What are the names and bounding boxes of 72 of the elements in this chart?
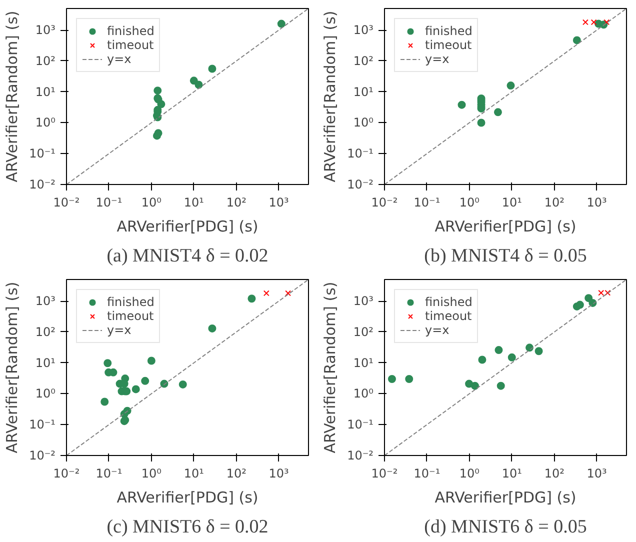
y-tick-label: 10³ [35,294,56,308]
legend-label: finished [107,295,154,309]
y-tick-label: 10⁻¹ [29,418,56,432]
y-tick-label: 10⁰ [353,386,374,401]
x-tick-label: 10⁰ [141,466,162,480]
y-tick-label: 10⁰ [35,116,56,130]
x-axis-title: ARVerifier[PDG] (s) [116,488,258,506]
y-tick-label: 10² [35,324,56,339]
y-tick-label: 10¹ [353,84,374,99]
legend-label: timeout [425,38,472,52]
legend-label: timeout [107,38,154,52]
x-tick-label: 10³ [586,196,608,210]
y-tick-label: 10³ [353,294,374,308]
x-tick-label: 10⁰ [459,196,480,210]
legend-label: y=x [107,323,132,337]
y-tick-label: 10⁻¹ [347,146,374,161]
legend-label: timeout [425,309,472,323]
x-tick-label: 10¹ [502,196,522,210]
y-tick-label: 10⁻¹ [29,146,56,161]
y-tick-label: 10² [353,54,374,68]
x-tick-label: 10¹ [502,466,522,480]
y-tick-label: 10³ [35,23,56,38]
x-tick-label: 10⁻² [53,466,80,480]
y-tick-label: 10² [353,324,374,339]
y-axis-title: ARVerifier[Random] (s) [3,10,22,182]
text: (b) MNIST4 δ = 0.05 [424,246,587,266]
x-tick-label: 10³ [268,196,290,210]
y-tick-label: 10³ [353,23,374,38]
x-tick-label: 10² [226,196,247,210]
y-tick-label: 10⁻² [347,178,374,192]
y-tick-label: 10⁻² [29,178,56,192]
y-tick-label: 10⁰ [353,116,374,130]
x-tick-label: 10¹ [184,196,204,210]
text: (a) MNIST4 δ = 0.02 [106,246,268,266]
x-tick-label: 10¹ [184,466,204,480]
legend-label: timeout [107,309,154,323]
legend-label: y=x [425,323,450,337]
x-tick-label: 10³ [268,466,290,480]
y-tick-label: 10¹ [353,356,374,370]
y-axis-title: ARVerifier[Random] (s) [3,282,22,454]
x-tick-label: 10³ [586,466,608,480]
y-axis-title: ARVerifier[Random] (s) [321,282,340,454]
y-tick-label: 10¹ [35,356,56,370]
legend-label: finished [107,24,154,38]
x-tick-label: 10⁻¹ [96,466,122,480]
x-tick-label: 10⁰ [459,466,480,480]
y-tick-label: 10⁻² [347,448,374,462]
legend-label: finished [425,24,472,38]
x-axis-title: ARVerifier[PDG] (s) [116,218,258,236]
y-axis-title: ARVerifier[Random] (s) [321,10,340,182]
x-tick-label: 10⁻¹ [414,466,440,480]
x-tick-label: 10⁻² [371,466,398,480]
x-axis-title: ARVerifier[PDG] (s) [434,488,576,506]
legend-label: y=x [425,52,450,66]
x-tick-label: 10² [544,466,565,480]
text: (d) MNIST6 δ = 0.05 [424,516,587,538]
legend-label: y=x [107,52,132,66]
x-tick-label: 10² [544,196,565,210]
x-tick-label: 10² [226,466,247,480]
legend-label: finished [425,295,472,309]
x-tick-label: 10⁻¹ [414,196,440,210]
x-axis-title: ARVerifier[PDG] (s) [434,218,576,236]
y-tick-label: 10² [35,54,56,68]
y-tick-label: 10⁻¹ [347,418,374,432]
y-tick-label: 10¹ [35,84,56,99]
x-tick-label: 10⁻² [53,196,80,210]
x-tick-label: 10⁻¹ [96,196,122,210]
x-tick-label: 10⁻² [371,196,398,210]
y-tick-label: 10⁻² [29,448,56,462]
text: (c) MNIST6 δ = 0.02 [106,516,268,538]
y-tick-label: 10⁰ [35,386,56,401]
x-tick-label: 10⁰ [141,196,162,210]
